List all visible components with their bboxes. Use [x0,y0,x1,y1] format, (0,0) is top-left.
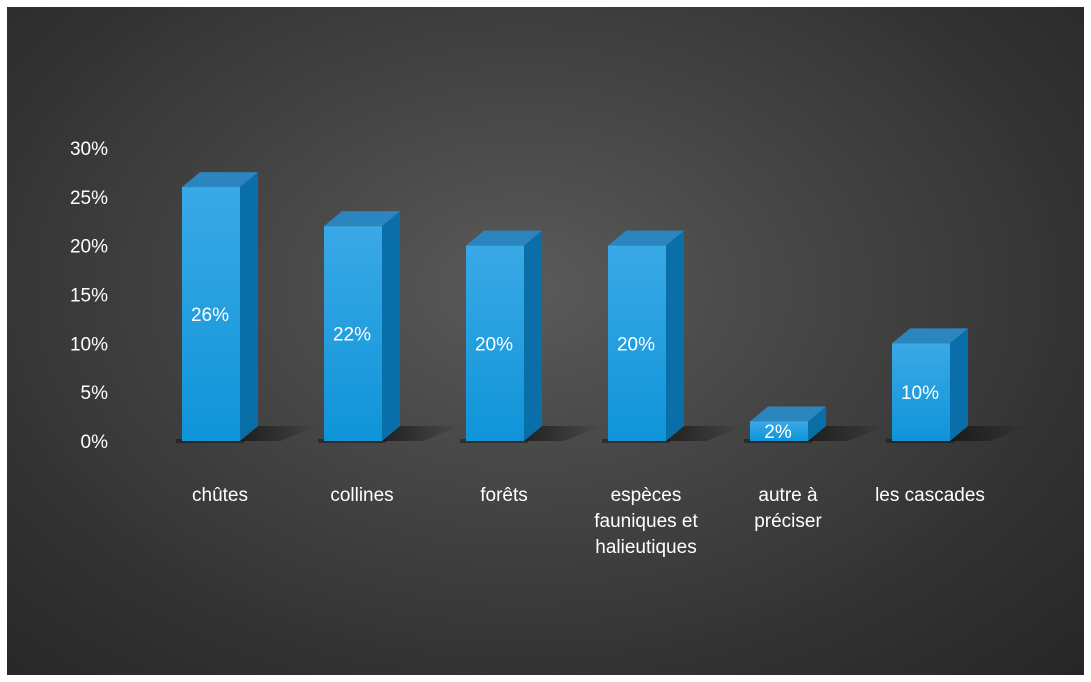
x-category-label: collines [330,485,393,506]
bar-top-face [750,406,826,422]
bar-front-face [750,421,808,441]
data-label: 10% [901,383,939,404]
x-category-label: chûtes [192,485,248,506]
bar-shadow [808,426,886,441]
bar-front-face [892,343,950,441]
bar-side-face [240,172,258,442]
bar-side-face [382,211,400,441]
y-tick-label: 0% [81,432,109,453]
data-label: 2% [764,422,792,443]
y-tick-label: 20% [70,237,108,258]
bar-side-face [524,230,542,441]
bar-side-face [808,406,826,441]
x-category-label: espèces fauniques et halieutiques [594,485,698,558]
bar [182,172,258,442]
bar-shadow [666,426,744,441]
bar [892,328,968,441]
y-tick-label: 5% [81,383,109,404]
bar [750,406,826,441]
bar-shadow [950,426,1028,441]
bar-shadow [524,426,602,441]
bar [324,211,400,441]
bar-top-face [324,211,400,227]
bar-top-face [466,230,542,246]
y-tick-label: 10% [70,334,108,355]
bar-side-face [950,328,968,441]
x-category-label: autre à préciser [754,485,822,532]
data-label: 22% [333,325,371,346]
bar-top-face [608,230,684,246]
y-tick-label: 25% [70,188,108,209]
bar [608,230,684,441]
bar-front-face [324,226,382,441]
bar-front-face [466,245,524,441]
bar-shadow [240,426,318,441]
data-label: 20% [475,334,513,355]
bar-side-face [666,230,684,441]
bar-chart: 26% 22% 20% 20% 2% 10% 0% 5% 10% 15% 20% 25% 30% ch… [70,139,1028,558]
data-label: 20% [617,334,655,355]
bar-front-face [608,245,666,441]
y-tick-label: 15% [70,286,108,307]
x-category-label: forêts [480,485,528,506]
data-label: 26% [191,305,229,326]
chart-area: 26% 22% 20% 20% 2% 10% 0% 5% 10% 15% 20% 25% 30% ch… [7,7,1084,675]
bar-top-face [182,172,258,188]
x-category-label: les cascades [875,485,985,506]
bar-shadow [382,426,460,441]
bar-front-face [182,187,240,441]
y-tick-label: 30% [70,139,108,160]
bar-top-face [892,328,968,344]
bar [466,230,542,441]
